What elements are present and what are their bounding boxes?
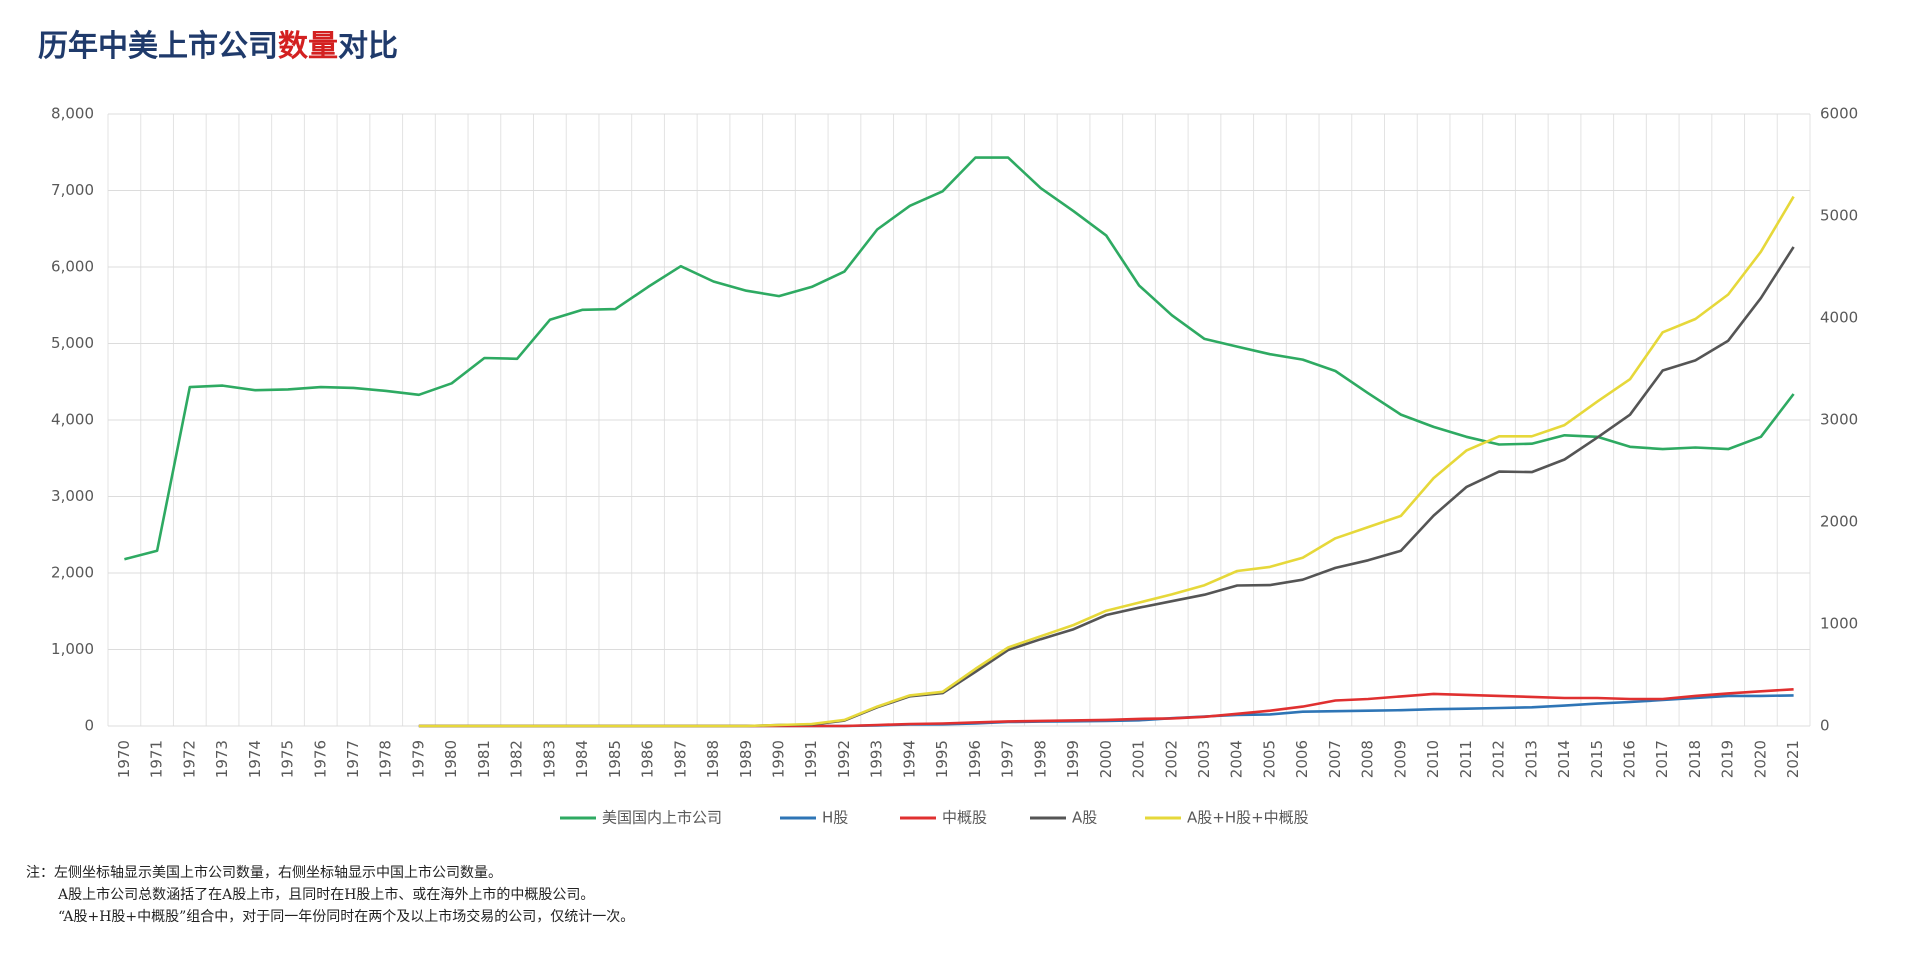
x-tick-label: 2010: [1424, 740, 1442, 778]
legend-label: 中概股: [942, 809, 987, 827]
x-tick-label: 1981: [475, 740, 493, 778]
x-tick-label: 1996: [966, 740, 984, 778]
series-line: [418, 246, 1795, 728]
note: “A股+H股+中概股”组合中，对于同一年份同时在两个及以上市场交易的公司，仅统计…: [58, 908, 634, 925]
x-tick-label: 1994: [900, 740, 918, 778]
x-tick-label: 1992: [835, 740, 853, 778]
x-tick-label: 1999: [1064, 740, 1082, 778]
x-tick-label: 1983: [540, 740, 558, 778]
x-tick-label: 2009: [1391, 740, 1409, 778]
x-tick-label: 2008: [1359, 740, 1377, 778]
legend-label: H股: [822, 809, 848, 827]
y-tick-label: 0: [84, 717, 94, 735]
x-tick-label: 1976: [311, 740, 329, 778]
y-tick-label: 2,000: [51, 564, 94, 582]
x-tick-label: 2004: [1228, 740, 1246, 778]
x-tick-label: 1977: [344, 740, 362, 778]
x-tick-label: 1990: [769, 740, 787, 778]
series-line: [418, 688, 1794, 728]
title-highlight: 数量: [278, 29, 338, 64]
y-tick-label: 5,000: [51, 334, 94, 352]
x-tick-label: 1985: [606, 740, 624, 778]
y2-tick-label: 1000: [1820, 615, 1858, 633]
x-tick-label: 2000: [1097, 740, 1115, 778]
x-tick-label: 1978: [377, 740, 395, 778]
x-tick-label: 1998: [1031, 740, 1049, 778]
note: A股上市公司总数涵括了在A股上市，且同时在H股上市、或在海外上市的中概股公司。: [57, 886, 594, 903]
x-tick-label: 1982: [508, 740, 526, 778]
chart-title: 历年中美上市公司数量对比: [38, 29, 398, 64]
x-tick-label: 1984: [573, 740, 591, 778]
x-tick-label: 2012: [1490, 740, 1508, 778]
x-tick-label: 1989: [737, 740, 755, 778]
y2-tick-label: 0: [1820, 717, 1830, 735]
x-tick-label: 1979: [409, 740, 427, 778]
x-tick-label: 2007: [1326, 740, 1344, 778]
x-tick-label: 1991: [802, 740, 820, 778]
y2-tick-label: 2000: [1820, 513, 1858, 531]
x-tick-label: 2013: [1522, 740, 1540, 778]
y2-tick-label: 6000: [1820, 105, 1858, 123]
series-line: [124, 156, 1795, 561]
x-tick-label: 2014: [1555, 740, 1573, 778]
x-tick-label: 2019: [1719, 740, 1737, 778]
x-tick-label: 2020: [1751, 740, 1769, 778]
x-tick-label: 1974: [246, 740, 264, 778]
x-tick-label: 1993: [868, 740, 886, 778]
legend-label: 美国国内上市公司: [602, 809, 722, 827]
y-tick-label: 3,000: [51, 487, 94, 505]
x-tick-label: 1972: [180, 740, 198, 778]
y-tick-label: 8,000: [51, 105, 94, 123]
x-tick-label: 2011: [1457, 740, 1475, 778]
x-tick-label: 1988: [704, 740, 722, 778]
x-tick-label: 1971: [148, 740, 166, 778]
x-tick-label: 1987: [671, 740, 689, 778]
legend-label: A股+H股+中概股: [1187, 809, 1309, 827]
x-tick-label: 2002: [1162, 740, 1180, 778]
y-tick-label: 4,000: [51, 411, 94, 429]
x-tick-label: 1975: [279, 740, 297, 778]
series-line: [418, 694, 1794, 728]
title-part: 历年中美上市公司: [38, 29, 278, 64]
x-tick-label: 1973: [213, 740, 231, 778]
x-tick-label: 1995: [933, 740, 951, 778]
y-tick-label: 7,000: [51, 181, 94, 199]
x-tick-label: 1980: [442, 740, 460, 778]
title-part: 对比: [338, 29, 398, 64]
y2-tick-label: 3000: [1820, 411, 1858, 429]
x-tick-label: 2016: [1620, 740, 1638, 778]
y-tick-label: 1,000: [51, 640, 94, 658]
x-tick-label: 2005: [1260, 740, 1278, 778]
series-line: [418, 195, 1795, 728]
x-tick-label: 2006: [1293, 740, 1311, 778]
x-tick-label: 1997: [999, 740, 1017, 778]
y-tick-label: 6,000: [51, 258, 94, 276]
x-tick-label: 1970: [115, 740, 133, 778]
y2-tick-label: 4000: [1820, 309, 1858, 327]
x-tick-label: 2001: [1130, 740, 1148, 778]
x-tick-label: 2018: [1686, 740, 1704, 778]
x-tick-label: 1986: [639, 740, 657, 778]
x-tick-label: 2017: [1653, 740, 1671, 778]
x-tick-label: 2015: [1588, 740, 1606, 778]
x-tick-label: 2003: [1195, 740, 1213, 778]
y2-tick-label: 5000: [1820, 207, 1858, 225]
x-tick-label: 2021: [1784, 740, 1802, 778]
note: 注：左侧坐标轴显示美国上市公司数量，右侧坐标轴显示中国上市公司数量。: [26, 864, 502, 881]
legend-label: A股: [1072, 809, 1097, 827]
